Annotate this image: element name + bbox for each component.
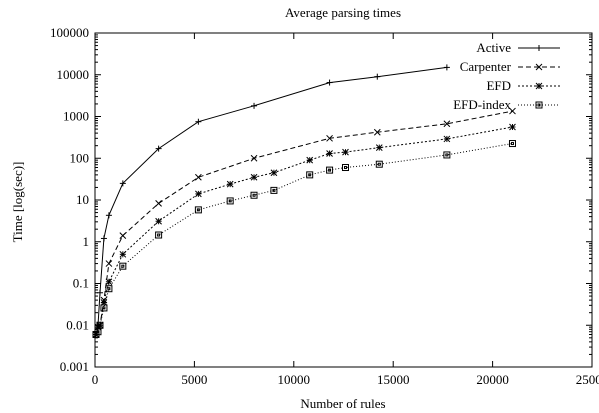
data-point xyxy=(96,289,103,296)
data-point xyxy=(341,164,349,172)
y-tick-label: 1000 xyxy=(63,109,89,124)
x-tick-label: 10000 xyxy=(278,372,311,387)
data-point xyxy=(226,180,234,188)
x-tick-label: 20000 xyxy=(476,372,509,387)
y-tick-label: 100 xyxy=(70,150,90,165)
legend-marker xyxy=(535,101,543,109)
x-tick-label: 5000 xyxy=(181,372,207,387)
legend-marker xyxy=(535,82,543,90)
legend-label: Active xyxy=(476,40,511,55)
data-point xyxy=(270,186,278,194)
data-point xyxy=(374,73,381,80)
y-tick-label: 100000 xyxy=(50,25,89,40)
data-point xyxy=(306,156,314,164)
data-point xyxy=(155,145,162,152)
data-point xyxy=(373,128,381,136)
data-point xyxy=(119,180,126,187)
y-tick-label: 0.1 xyxy=(73,276,89,291)
data-point xyxy=(96,321,104,329)
data-point xyxy=(443,151,451,159)
data-point xyxy=(250,191,258,199)
data-point xyxy=(105,260,113,267)
data-point xyxy=(155,231,163,239)
data-point xyxy=(195,173,202,181)
y-tick-label: 0.01 xyxy=(66,317,89,332)
data-point xyxy=(251,102,258,109)
plot-frame xyxy=(94,32,593,368)
legend-marker xyxy=(536,45,542,51)
chart-title: Average parsing times xyxy=(285,5,401,20)
data-point xyxy=(105,212,112,219)
data-point xyxy=(509,123,516,131)
data-point xyxy=(105,285,113,293)
data-point xyxy=(326,166,334,174)
data-point xyxy=(508,140,516,148)
x-tick-label: 15000 xyxy=(377,372,410,387)
x-axis-label: Number of rules xyxy=(300,396,385,411)
data-point xyxy=(195,190,202,198)
data-point xyxy=(270,169,278,177)
data-point xyxy=(119,262,127,270)
series-line-3 xyxy=(95,126,513,335)
data-point xyxy=(226,197,234,205)
data-point xyxy=(194,206,202,214)
data-point xyxy=(195,118,202,125)
data-point xyxy=(155,200,162,207)
data-point xyxy=(119,232,127,240)
data-point xyxy=(375,144,383,151)
data-point xyxy=(326,150,333,157)
data-point xyxy=(105,278,113,286)
y-tick-label: 10000 xyxy=(57,67,90,82)
data-point xyxy=(306,171,314,179)
data-point xyxy=(119,250,127,258)
data-point xyxy=(250,173,258,181)
data-point xyxy=(326,134,333,142)
y-tick-label: 0.001 xyxy=(60,359,89,374)
legend-label: Carpenter xyxy=(460,59,512,74)
data-point xyxy=(443,120,451,128)
data-point xyxy=(342,148,349,156)
x-tick-label: 0 xyxy=(92,372,99,387)
legend-label: EFD-index xyxy=(453,97,511,112)
data-point xyxy=(509,107,516,115)
series-layer xyxy=(92,64,516,339)
series-line-4 xyxy=(95,143,513,335)
legend-label: EFD xyxy=(486,78,511,93)
data-point xyxy=(375,160,383,168)
legend: Active Carpenter EFD EFD-index xyxy=(453,40,560,112)
legend-marker xyxy=(535,63,543,71)
y-tick-label: 10 xyxy=(76,192,89,207)
data-point xyxy=(443,64,450,71)
y-tick-label: 1 xyxy=(83,234,90,249)
data-point xyxy=(100,304,108,312)
data-point xyxy=(250,154,258,162)
data-point xyxy=(443,135,451,143)
y-axis-label: Time [log(sec)] xyxy=(10,162,25,243)
data-point xyxy=(326,79,333,86)
series-line-1 xyxy=(95,66,447,335)
data-point xyxy=(155,217,162,225)
data-point xyxy=(100,235,107,242)
